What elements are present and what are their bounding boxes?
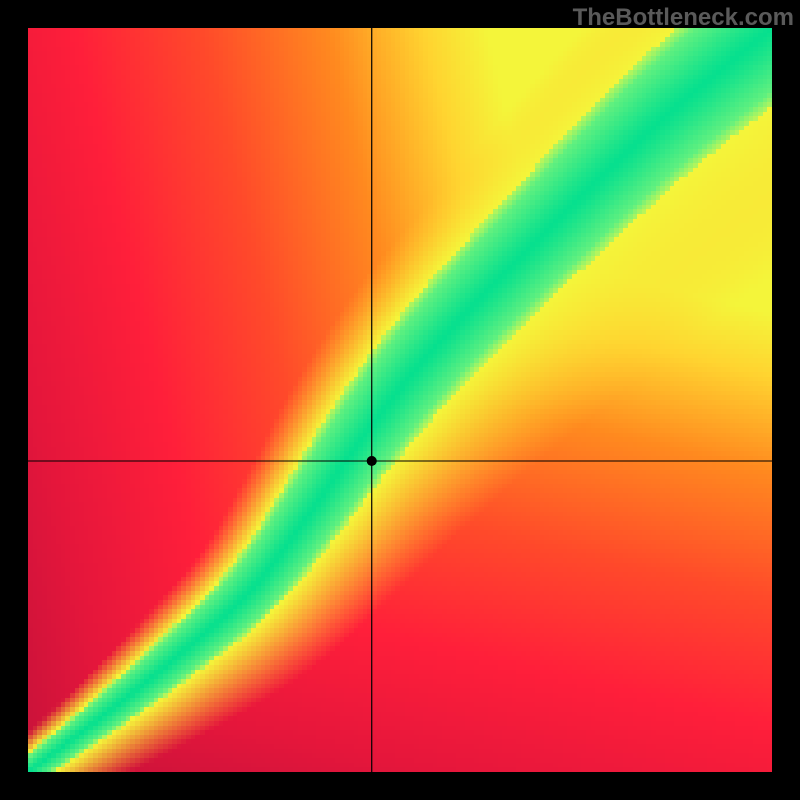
chart-container: { "meta": { "watermark_text": "TheBottle…: [0, 0, 800, 800]
watermark-text: TheBottleneck.com: [573, 4, 794, 32]
crosshair-overlay: [0, 0, 800, 800]
